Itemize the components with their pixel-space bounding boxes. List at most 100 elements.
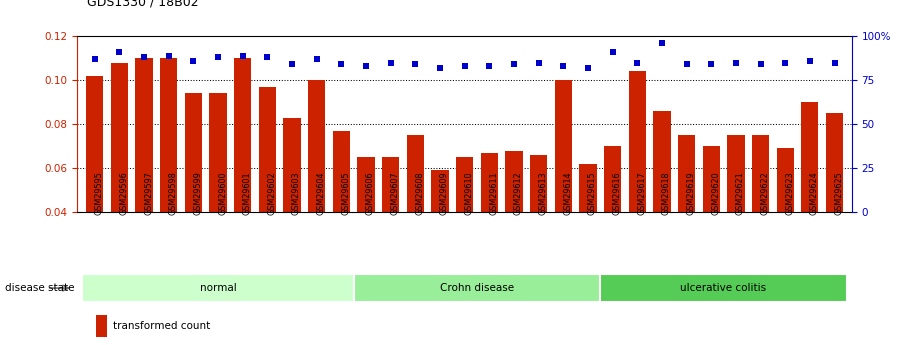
Point — [803, 58, 817, 63]
Point — [729, 60, 743, 65]
Text: GSM29611: GSM29611 — [489, 172, 498, 215]
Text: GSM29616: GSM29616 — [612, 172, 621, 215]
Bar — [752, 135, 769, 300]
Bar — [776, 148, 793, 300]
Bar — [357, 157, 374, 300]
Bar — [185, 93, 202, 300]
Text: GSM29607: GSM29607 — [391, 171, 400, 215]
Point — [210, 55, 225, 60]
Text: GSM29600: GSM29600 — [218, 172, 227, 215]
Point — [605, 49, 619, 55]
Text: GSM29619: GSM29619 — [687, 171, 696, 215]
Text: GSM29623: GSM29623 — [785, 171, 794, 215]
Text: GSM29601: GSM29601 — [242, 172, 251, 215]
Text: Crohn disease: Crohn disease — [440, 283, 514, 293]
Text: GSM29608: GSM29608 — [415, 172, 425, 215]
Point — [235, 53, 250, 58]
Text: GSM29610: GSM29610 — [465, 172, 474, 215]
Point — [334, 62, 349, 67]
Point — [531, 60, 546, 65]
Text: GSM29618: GSM29618 — [662, 172, 670, 215]
Bar — [283, 118, 301, 300]
Point — [408, 62, 423, 67]
Text: GSM29620: GSM29620 — [711, 171, 721, 215]
Point — [704, 62, 719, 67]
Point — [433, 65, 447, 71]
Text: GSM29605: GSM29605 — [342, 171, 351, 215]
Bar — [136, 58, 153, 300]
Text: GSM29625: GSM29625 — [834, 171, 844, 215]
Bar — [111, 62, 128, 300]
Point — [310, 56, 324, 62]
Bar — [431, 170, 448, 300]
FancyBboxPatch shape — [353, 274, 600, 302]
Bar — [382, 157, 399, 300]
Text: GSM29622: GSM29622 — [761, 171, 770, 215]
Text: GSM29614: GSM29614 — [563, 172, 572, 215]
Text: GSM29597: GSM29597 — [144, 171, 153, 215]
Bar — [530, 155, 548, 300]
Text: GSM29612: GSM29612 — [514, 171, 523, 215]
Text: GSM29615: GSM29615 — [588, 171, 597, 215]
Text: GSM29599: GSM29599 — [193, 171, 202, 215]
Point — [827, 60, 842, 65]
Text: GSM29595: GSM29595 — [95, 171, 104, 215]
Text: GSM29621: GSM29621 — [736, 171, 745, 215]
Bar — [653, 111, 670, 300]
Bar — [406, 135, 424, 300]
Point — [186, 58, 200, 63]
Bar — [506, 150, 523, 300]
Bar — [308, 80, 325, 300]
Text: GDS1330 / 18B02: GDS1330 / 18B02 — [87, 0, 199, 9]
Text: GSM29624: GSM29624 — [810, 171, 819, 215]
Bar — [629, 71, 646, 300]
Point — [580, 65, 595, 71]
Text: disease state: disease state — [5, 283, 74, 293]
Bar — [555, 80, 572, 300]
Text: GSM29604: GSM29604 — [317, 172, 325, 215]
FancyBboxPatch shape — [82, 274, 353, 302]
Bar — [86, 76, 103, 300]
Point — [161, 53, 176, 58]
Point — [359, 63, 374, 69]
Point — [384, 60, 398, 65]
Point — [753, 62, 768, 67]
Bar — [481, 153, 498, 300]
Point — [87, 56, 102, 62]
Text: normal: normal — [200, 283, 236, 293]
Text: GSM29617: GSM29617 — [637, 171, 646, 215]
Point — [778, 60, 793, 65]
Bar — [702, 146, 720, 300]
Bar — [333, 131, 350, 300]
Bar — [826, 113, 844, 300]
Point — [112, 49, 127, 55]
Bar — [579, 164, 597, 300]
Text: transformed count: transformed count — [113, 321, 210, 331]
Text: GSM29606: GSM29606 — [366, 172, 375, 215]
Bar — [234, 58, 251, 300]
Point — [507, 62, 521, 67]
Bar — [456, 157, 473, 300]
Point — [556, 63, 570, 69]
Point — [285, 62, 300, 67]
Point — [482, 63, 496, 69]
Point — [680, 62, 694, 67]
Text: GSM29613: GSM29613 — [538, 172, 548, 215]
Bar — [802, 102, 818, 300]
Bar — [727, 135, 744, 300]
FancyBboxPatch shape — [600, 274, 847, 302]
Point — [137, 55, 151, 60]
Bar — [678, 135, 695, 300]
Point — [655, 40, 670, 46]
Bar — [210, 93, 227, 300]
Text: ulcerative colitis: ulcerative colitis — [681, 283, 767, 293]
Text: GSM29602: GSM29602 — [267, 171, 276, 215]
Text: GSM29598: GSM29598 — [169, 171, 178, 215]
Bar — [604, 146, 621, 300]
Point — [630, 60, 644, 65]
Bar — [96, 315, 107, 337]
Point — [260, 55, 274, 60]
Text: GSM29609: GSM29609 — [440, 171, 449, 215]
Point — [457, 63, 472, 69]
Text: GSM29596: GSM29596 — [119, 171, 128, 215]
